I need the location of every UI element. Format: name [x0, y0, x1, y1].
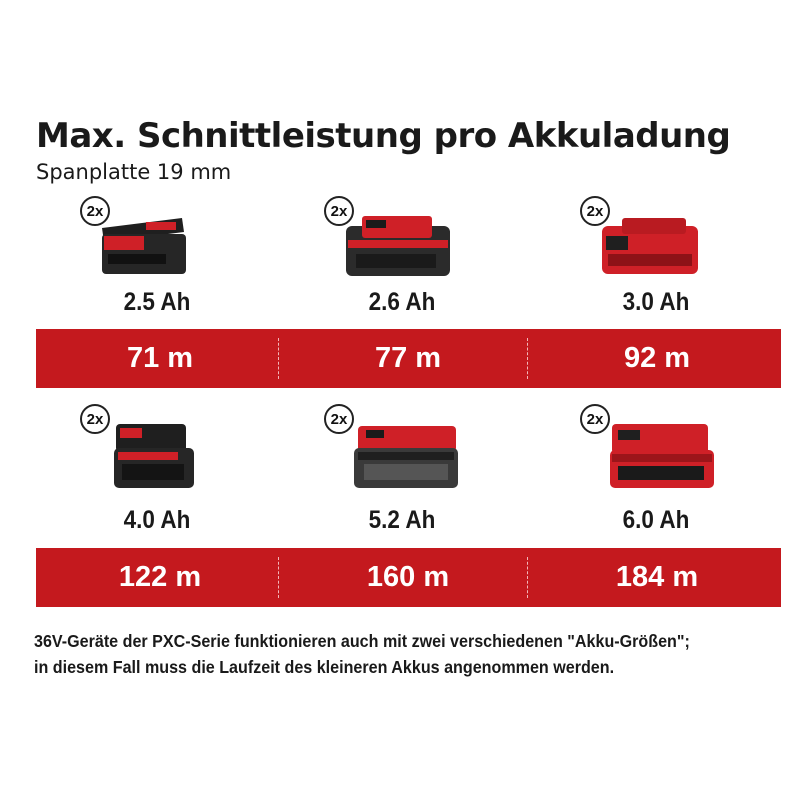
- battery-icon: [346, 216, 450, 276]
- quantity-badge: 2x: [80, 196, 110, 226]
- battery-card: 2x: [580, 404, 722, 494]
- cut-length-value: 122 m: [118, 561, 202, 593]
- divider: [527, 338, 528, 379]
- capacity-label: 5.2 Ah: [368, 506, 436, 534]
- cut-length-value: 184 m: [615, 561, 699, 593]
- divider: [278, 557, 279, 598]
- capacity-label: 6.0 Ah: [622, 506, 690, 534]
- cut-length-value: 71 m: [126, 342, 194, 374]
- result-band: 122 m 160 m 184 m: [36, 548, 781, 607]
- quantity-badge: 2x: [80, 404, 110, 434]
- capacity-label: 2.6 Ah: [368, 288, 436, 316]
- quantity-badge: 2x: [580, 196, 610, 226]
- battery-icon: [610, 424, 714, 488]
- page-title: Max. Schnittleistung pro Akkuladung: [36, 116, 731, 156]
- battery-card: 2x: [324, 404, 466, 494]
- page-subtitle: Spanplatte 19 mm: [36, 160, 232, 184]
- capacity-label: 4.0 Ah: [123, 506, 191, 534]
- quantity-badge: 2x: [324, 196, 354, 226]
- battery-icon: [102, 218, 186, 274]
- battery-card: 2x: [580, 196, 722, 286]
- cut-length-value: 77 m: [374, 342, 442, 374]
- battery-card: 2x: [80, 196, 222, 286]
- cut-length-value: 160 m: [366, 561, 450, 593]
- quantity-badge: 2x: [324, 404, 354, 434]
- battery-icon: [114, 424, 194, 488]
- battery-icon: [602, 218, 698, 274]
- divider: [278, 338, 279, 379]
- cut-length-value: 92 m: [623, 342, 691, 374]
- capacity-label: 3.0 Ah: [622, 288, 690, 316]
- divider: [527, 557, 528, 598]
- capacity-label: 2.5 Ah: [123, 288, 191, 316]
- footnote-line: in diesem Fall muss die Laufzeit des kle…: [34, 657, 615, 677]
- battery-card: 2x: [80, 404, 222, 494]
- quantity-badge: 2x: [580, 404, 610, 434]
- battery-icon: [354, 426, 458, 488]
- result-band: 71 m 77 m 92 m: [36, 329, 781, 388]
- battery-card: 2x: [324, 196, 466, 286]
- footnote-line: 36V-Geräte der PXC-Serie funktionieren a…: [34, 631, 690, 651]
- footnote: 36V-Geräte der PXC-Serie funktionieren a…: [34, 628, 715, 680]
